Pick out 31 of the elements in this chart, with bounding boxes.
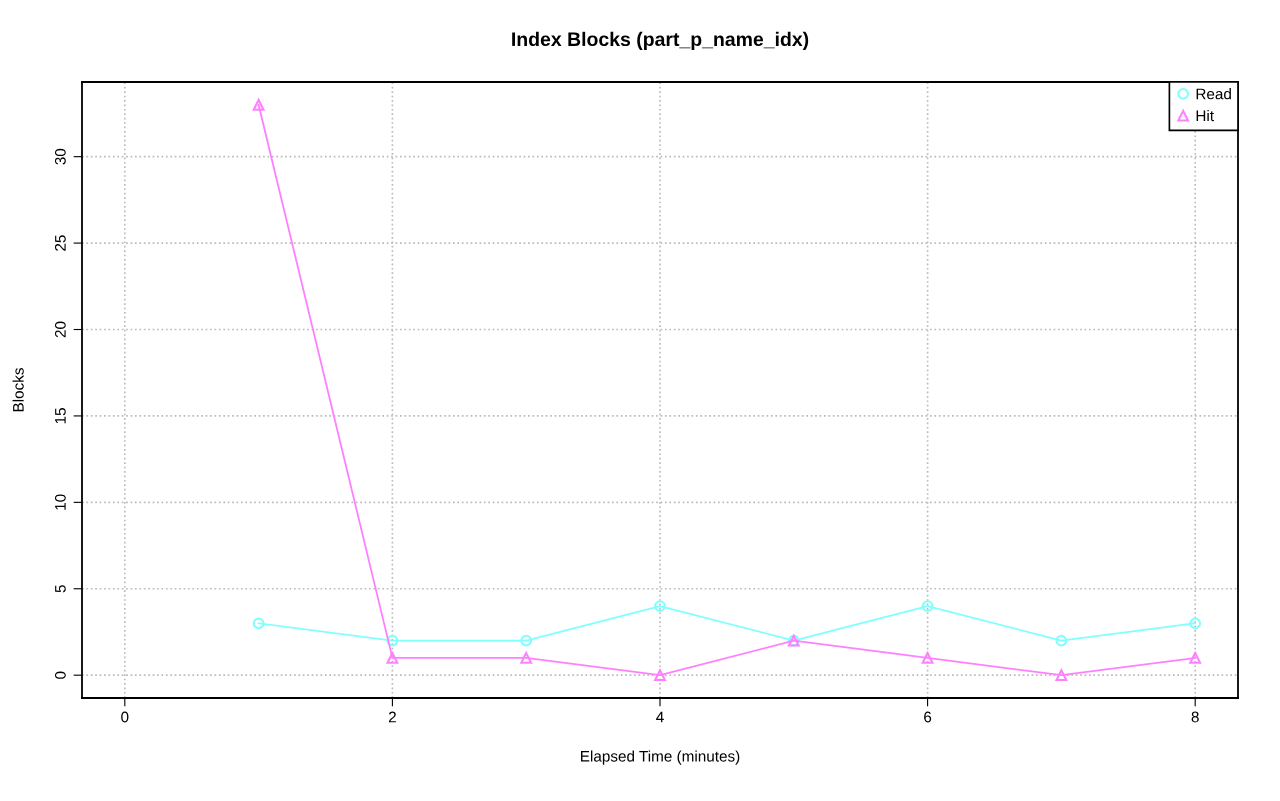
point <box>386 652 399 664</box>
point <box>520 634 533 647</box>
point <box>252 617 265 630</box>
x-axis-title: Elapsed Time (minutes) <box>581 750 740 765</box>
x-tick-label: 6 <box>924 711 932 723</box>
chart-title: Index Blocks (part_p_name_idx) <box>512 31 809 50</box>
x-tick-label: 8 <box>1191 711 1199 723</box>
point <box>921 600 934 612</box>
y-tick-label: 25 <box>54 235 66 251</box>
point <box>654 600 666 612</box>
point <box>1189 617 1202 630</box>
y-tick-label: 0 <box>54 671 66 679</box>
point <box>1189 652 1202 664</box>
x-tick-label: 4 <box>656 711 664 723</box>
point <box>252 98 265 111</box>
x-tick-label: 0 <box>121 711 129 723</box>
point <box>386 634 399 647</box>
x-tick-label: 2 <box>388 711 396 723</box>
point <box>1055 634 1068 647</box>
legend-label: Hit <box>1196 109 1214 122</box>
point <box>654 669 666 682</box>
y-tick-label: 20 <box>54 321 66 338</box>
point <box>1055 669 1068 682</box>
y-tick-label: 30 <box>54 148 66 165</box>
legend-label: Read <box>1196 88 1231 100</box>
point <box>921 652 934 664</box>
y-axis-title: Blocks <box>12 368 24 412</box>
point <box>520 652 533 664</box>
y-tick-label: 10 <box>54 494 66 510</box>
y-tick-label: 5 <box>55 585 66 593</box>
y-tick-label: 15 <box>55 408 66 424</box>
